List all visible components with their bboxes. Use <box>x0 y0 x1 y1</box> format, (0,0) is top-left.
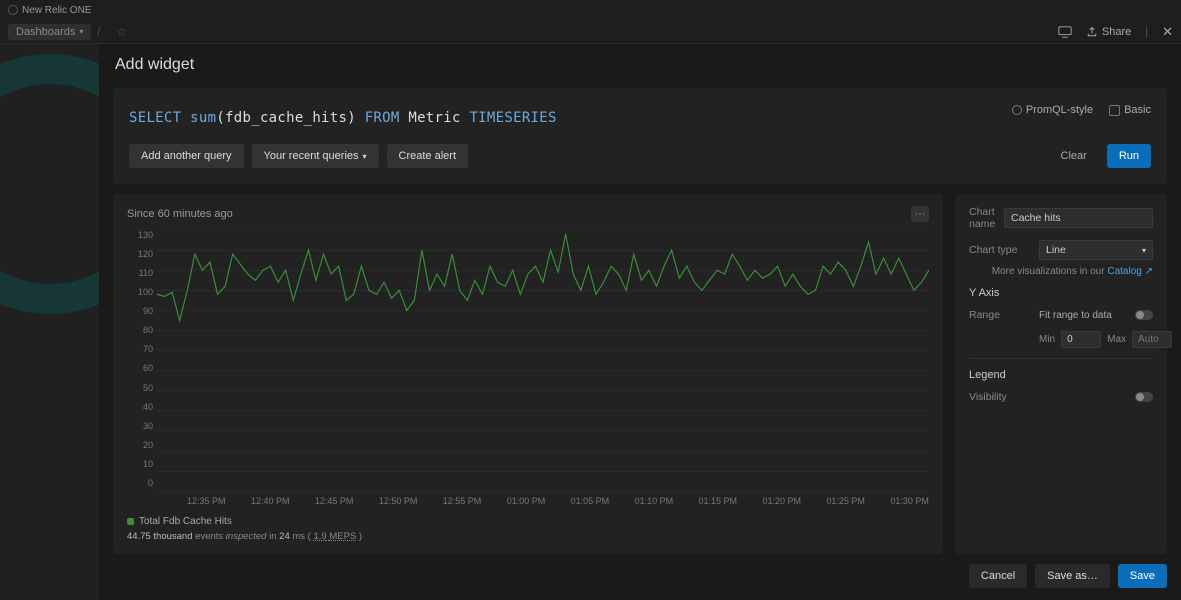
add-widget-modal: Add widget PromQL-style Basic SELECT sum… <box>99 44 1181 600</box>
breadcrumb-bar: Dashboards ▾ / ☆ Share | ✕ <box>0 20 1181 44</box>
visibility-toggle[interactable] <box>1135 392 1153 402</box>
fit-range-toggle[interactable] <box>1135 310 1153 320</box>
mode-promql[interactable]: PromQL-style <box>1012 104 1093 116</box>
background-sliver <box>0 44 99 600</box>
close-icon[interactable]: ✕ <box>1162 24 1173 40</box>
add-query-button[interactable]: Add another query <box>129 144 244 168</box>
tv-icon[interactable] <box>1058 25 1072 39</box>
y-axis-labels: 1301201101009080706050403020100 <box>127 230 153 488</box>
breadcrumb-separator: / <box>97 26 100 38</box>
brand-logo-icon <box>8 5 18 15</box>
fit-range-label: Fit range to data <box>1039 310 1112 321</box>
favorite-star-icon[interactable]: ☆ <box>116 25 127 39</box>
chart-menu-icon[interactable]: ⋯ <box>911 206 929 222</box>
chart-legend: Total Fdb Cache Hits <box>127 516 929 527</box>
mode-basic[interactable]: Basic <box>1109 104 1151 116</box>
x-axis-labels: 12:35 PM12:40 PM12:45 PM12:50 PM12:55 PM… <box>187 496 929 510</box>
decorative-ring <box>0 54 99 314</box>
query-stats: 44.75 thousand events inspected in 24 ms… <box>127 531 929 542</box>
chart-panel: Since 60 minutes ago ⋯ 13012011010090807… <box>113 194 943 554</box>
legend-section-title: Legend <box>969 358 1153 381</box>
modal-title: Add widget <box>99 44 1181 88</box>
catalog-link[interactable]: Catalog ↗ <box>1107 266 1153 277</box>
chevron-down-icon: ▾ <box>363 152 367 161</box>
max-label: Max <box>1107 334 1126 345</box>
query-panel: PromQL-style Basic SELECT sum(fdb_cache_… <box>113 88 1167 184</box>
create-alert-button[interactable]: Create alert <box>387 144 468 168</box>
recent-queries-button[interactable]: Your recent queries▾ <box>252 144 379 168</box>
app-topbar: New Relic ONE <box>0 0 1181 20</box>
breadcrumb-dashboards[interactable]: Dashboards ▾ <box>8 24 91 40</box>
catalog-note: More visualizations in our Catalog ↗ <box>969 266 1153 277</box>
visibility-label: Visibility <box>969 391 1031 403</box>
chart-name-label: Chart name <box>969 206 996 230</box>
save-as-button[interactable]: Save as… <box>1035 564 1110 588</box>
chevron-down-icon: ▾ <box>79 27 83 36</box>
chart-time-range: Since 60 minutes ago <box>127 208 233 220</box>
chevron-down-icon: ▾ <box>1142 246 1146 255</box>
run-button[interactable]: Run <box>1107 144 1151 168</box>
breadcrumb-label: Dashboards <box>16 26 75 38</box>
max-input[interactable] <box>1132 331 1172 348</box>
yaxis-section-title: Y Axis <box>969 287 1153 299</box>
line-chart <box>157 230 929 510</box>
query-editor[interactable]: SELECT sum(fdb_cache_hits) FROM Metric T… <box>129 110 1151 126</box>
range-label: Range <box>969 309 1031 321</box>
min-label: Min <box>1039 334 1055 345</box>
legend-color-swatch <box>127 518 134 525</box>
chart-type-label: Chart type <box>969 244 1031 256</box>
chart-name-input[interactable] <box>1004 208 1153 228</box>
chart-area: 1301201101009080706050403020100 12:35 PM… <box>127 230 929 510</box>
divider: | <box>1145 26 1148 38</box>
brand-name: New Relic ONE <box>22 5 91 16</box>
save-button[interactable]: Save <box>1118 564 1167 588</box>
clear-button[interactable]: Clear <box>1049 144 1099 168</box>
cancel-button[interactable]: Cancel <box>969 564 1027 588</box>
legend-label: Total Fdb Cache Hits <box>139 516 232 527</box>
share-icon <box>1086 26 1098 38</box>
min-input[interactable] <box>1061 331 1101 348</box>
config-panel: Chart name Chart type Line▾ More visuali… <box>955 194 1167 554</box>
grid-icon <box>1109 105 1120 116</box>
modal-footer: Cancel Save as… Save <box>99 554 1181 600</box>
share-button[interactable]: Share <box>1086 26 1131 38</box>
circle-icon <box>1012 105 1022 115</box>
chart-type-select[interactable]: Line▾ <box>1039 240 1153 260</box>
